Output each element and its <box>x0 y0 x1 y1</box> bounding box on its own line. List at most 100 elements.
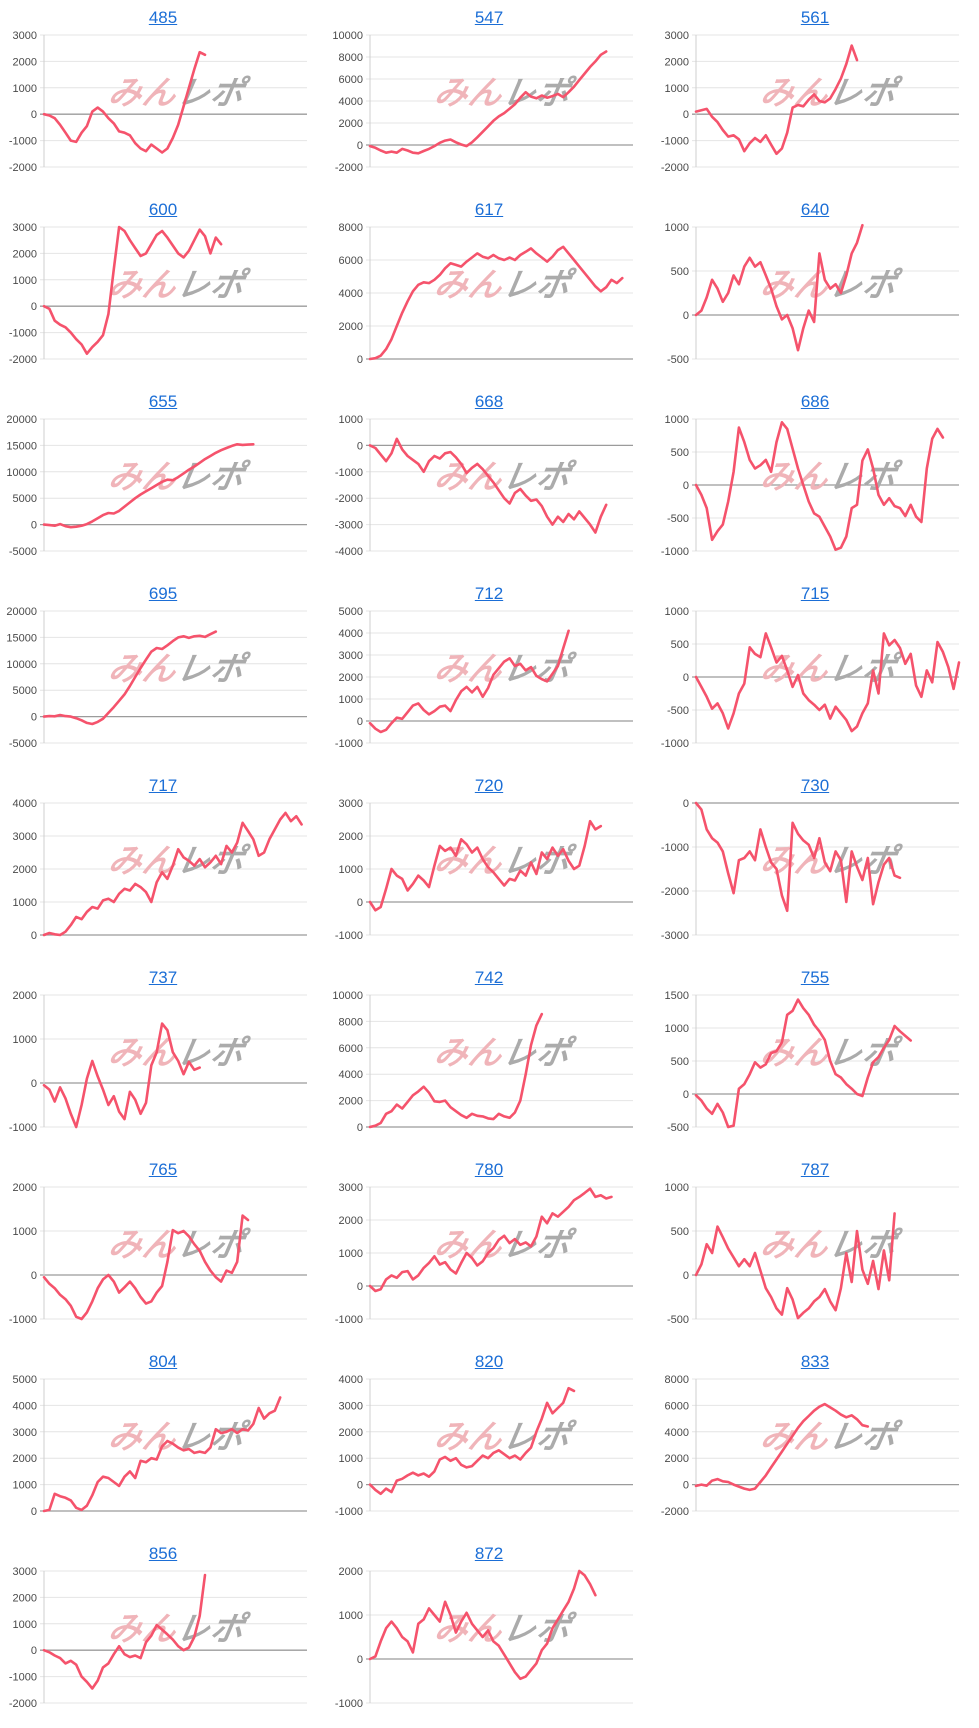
chart-title-link[interactable]: 695 <box>148 584 178 603</box>
chart-cell: 780 3000 2000 1000 0 -1000 みんレポ <box>326 1152 652 1344</box>
chart-title: 640 <box>652 200 978 222</box>
y-tick-label: 8000 <box>339 222 363 234</box>
chart-title-link[interactable]: 617 <box>474 200 504 219</box>
y-tick-label: 2000 <box>13 248 37 260</box>
y-tick-label: 0 <box>31 109 37 121</box>
chart-cell: 547 10000 8000 6000 4000 2000 0 -2000 みんレポ <box>326 0 652 192</box>
watermark-gray: レポ <box>500 651 578 688</box>
y-tick-label: -2000 <box>9 162 37 174</box>
chart-title-link[interactable]: 804 <box>148 1352 178 1371</box>
watermark-text: みんレポ <box>432 1419 578 1456</box>
chart-title-link[interactable]: 787 <box>800 1160 830 1179</box>
chart-title-link[interactable]: 717 <box>148 776 178 795</box>
watermark-gray: レポ <box>500 1227 578 1264</box>
y-tick-label: 3000 <box>13 30 37 42</box>
chart-title: 730 <box>652 776 978 798</box>
watermark-gray: レポ <box>826 1035 904 1072</box>
chart-title-link[interactable]: 547 <box>474 8 504 27</box>
y-tick-label: 4000 <box>339 288 363 300</box>
chart-title: 780 <box>326 1160 652 1182</box>
data-line <box>694 1402 870 1492</box>
data-line <box>694 223 864 352</box>
y-tick-label: 2000 <box>339 1096 363 1108</box>
y-tick-label: 4000 <box>13 798 37 810</box>
chart-title-link[interactable]: 780 <box>474 1160 504 1179</box>
chart-cell: 787 1000 500 0 -500 みんレポ <box>652 1152 978 1344</box>
y-tick-label: -500 <box>667 1314 689 1326</box>
chart-title-link[interactable]: 820 <box>474 1352 504 1371</box>
y-tick-label: -1000 <box>661 546 689 558</box>
y-tick-label: 0 <box>357 354 363 366</box>
chart-cell: 833 8000 6000 4000 2000 0 -2000 みんレポ <box>652 1344 978 1536</box>
chart-title-link[interactable]: 737 <box>148 968 178 987</box>
y-tick-label: 1000 <box>665 606 689 618</box>
watermark-text: みんレポ <box>758 1419 904 1456</box>
data-line <box>368 819 603 912</box>
y-tick-label: -500 <box>667 705 689 717</box>
chart-cell: 600 3000 2000 1000 0 -1000 -2000 みんレポ <box>0 192 326 384</box>
chart-title-link[interactable]: 755 <box>800 968 830 987</box>
chart-title-link[interactable]: 720 <box>474 776 504 795</box>
watermark-gray: レポ <box>500 1035 578 1072</box>
chart-title: 856 <box>0 1544 326 1566</box>
line-chart: 1000 500 0 -500 -1000 みんレポ <box>661 414 959 558</box>
chart-title: 485 <box>0 8 326 30</box>
chart-title: 600 <box>0 200 326 222</box>
watermark-pink: みん <box>758 1419 833 1456</box>
chart-title: 765 <box>0 1160 326 1182</box>
data-line <box>694 421 945 551</box>
watermark-gray: レポ <box>826 651 904 688</box>
chart-title-link[interactable]: 715 <box>800 584 830 603</box>
chart-title-link[interactable]: 485 <box>148 8 178 27</box>
watermark-text: みんレポ <box>432 651 578 688</box>
y-tick-label: 0 <box>31 520 37 532</box>
watermark-gray: レポ <box>174 651 252 688</box>
chart-title: 755 <box>652 968 978 990</box>
watermark-gray: レポ <box>500 267 578 304</box>
chart-title-link[interactable]: 765 <box>148 1160 178 1179</box>
chart-title-link[interactable]: 640 <box>800 200 830 219</box>
y-tick-label: 0 <box>31 1645 37 1657</box>
chart-cell: 820 4000 3000 2000 1000 0 -1000 みんレポ <box>326 1344 652 1536</box>
y-tick-label: -5000 <box>9 546 37 558</box>
y-tick-label: 1000 <box>13 1619 37 1631</box>
watermark-text: みんレポ <box>758 267 904 304</box>
y-tick-label: 0 <box>357 440 363 452</box>
chart-title-link[interactable]: 730 <box>800 776 830 795</box>
chart-cell: 717 4000 3000 2000 1000 0 みんレポ <box>0 768 326 960</box>
chart-title: 686 <box>652 392 978 414</box>
y-tick-label: 20000 <box>6 606 37 618</box>
chart-title-link[interactable]: 833 <box>800 1352 830 1371</box>
chart-cell: 720 3000 2000 1000 0 -1000 みんレポ <box>326 768 652 960</box>
watermark-pink: みん <box>106 267 181 304</box>
chart-title-link[interactable]: 655 <box>148 392 178 411</box>
chart-title: 561 <box>652 8 978 30</box>
chart-title-link[interactable]: 686 <box>800 392 830 411</box>
y-tick-label: 2000 <box>13 990 37 1002</box>
data-line <box>42 1396 282 1513</box>
y-tick-label: 3000 <box>339 650 363 662</box>
chart-title-link[interactable]: 742 <box>474 968 504 987</box>
chart-title-link[interactable]: 856 <box>148 1544 178 1563</box>
watermark-pink: みん <box>106 459 181 496</box>
y-tick-label: 3000 <box>13 1566 37 1578</box>
y-tick-label: 4000 <box>339 628 363 640</box>
y-tick-label: -1000 <box>661 738 689 750</box>
watermark-text: みんレポ <box>432 843 578 880</box>
watermark-text: みんレポ <box>432 459 578 496</box>
watermark-text: みんレポ <box>106 1035 252 1072</box>
chart-cell: 872 2000 1000 0 -1000 みんレポ <box>326 1536 652 1728</box>
y-tick-label: 1000 <box>339 864 363 876</box>
data-line <box>694 44 859 156</box>
chart-title-link[interactable]: 872 <box>474 1544 504 1563</box>
chart-title-link[interactable]: 712 <box>474 584 504 603</box>
chart-title-link[interactable]: 600 <box>148 200 178 219</box>
data-line <box>42 225 223 355</box>
y-tick-label: 10000 <box>6 467 37 479</box>
watermark-text: みんレポ <box>106 1419 252 1456</box>
y-tick-label: 1000 <box>339 414 363 426</box>
chart-title-link[interactable]: 561 <box>800 8 830 27</box>
y-tick-label: -500 <box>667 1122 689 1134</box>
chart-title-link[interactable]: 668 <box>474 392 504 411</box>
